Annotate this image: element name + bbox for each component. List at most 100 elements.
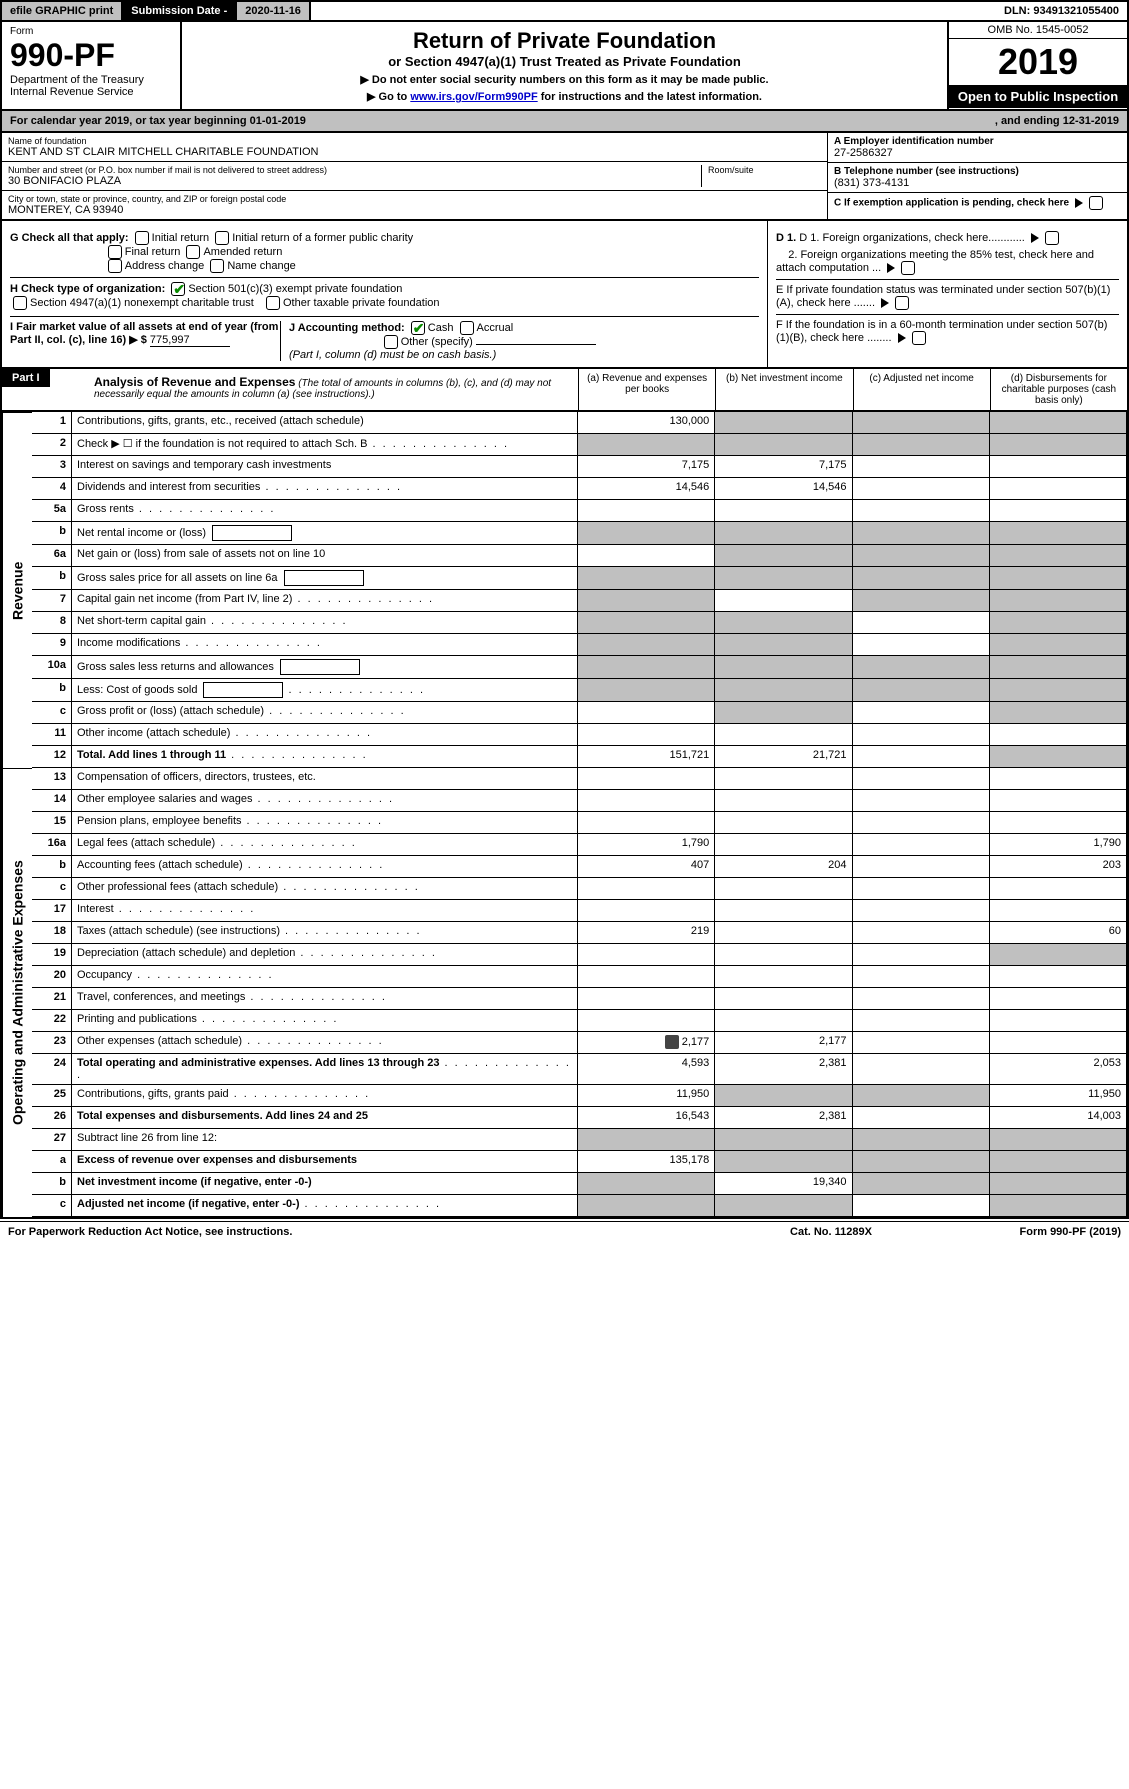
col-a xyxy=(578,878,715,900)
col-a: 1,790 xyxy=(578,834,715,856)
checkbox-other-method[interactable] xyxy=(384,335,398,349)
line-desc: Interest on savings and temporary cash i… xyxy=(72,456,578,478)
checkbox-f[interactable] xyxy=(912,331,926,345)
checkbox-4947[interactable] xyxy=(13,296,27,310)
arrow-icon xyxy=(1075,198,1083,208)
line-number: c xyxy=(32,878,72,900)
e-row: E If private foundation status was termi… xyxy=(776,279,1119,310)
line-desc: Gross profit or (loss) (attach schedule) xyxy=(72,702,578,724)
col-b xyxy=(715,1129,852,1151)
col-c xyxy=(853,478,990,500)
attachment-icon xyxy=(665,1035,679,1049)
checkbox-name[interactable] xyxy=(210,259,224,273)
checkbox-other-taxable[interactable] xyxy=(266,296,280,310)
line-desc: Compensation of officers, directors, tru… xyxy=(72,768,578,790)
line-desc: Less: Cost of goods sold xyxy=(72,679,578,702)
arrow-icon xyxy=(881,298,889,308)
line-desc: Net short-term capital gain xyxy=(72,612,578,634)
line-number: 22 xyxy=(32,1010,72,1032)
col-d xyxy=(990,966,1127,988)
checkbox-initial-former[interactable] xyxy=(215,231,229,245)
col-d xyxy=(990,790,1127,812)
col-b xyxy=(715,545,852,567)
line-desc: Contributions, gifts, grants, etc., rece… xyxy=(72,412,578,434)
line-number: 20 xyxy=(32,966,72,988)
col-c xyxy=(853,1195,990,1217)
line-number: 4 xyxy=(32,478,72,500)
col-b xyxy=(715,567,852,590)
col-a: 16,543 xyxy=(578,1107,715,1129)
checkbox-cash[interactable] xyxy=(411,321,425,335)
col-a xyxy=(578,944,715,966)
line-desc: Dividends and interest from securities xyxy=(72,478,578,500)
d1-row: D 1. D 1. Foreign organizations, check h… xyxy=(776,231,1119,245)
col-b xyxy=(715,1151,852,1173)
col-b: 2,177 xyxy=(715,1032,852,1054)
line-number: 6a xyxy=(32,545,72,567)
line-number: 26 xyxy=(32,1107,72,1129)
line-desc: Gross sales less returns and allowances xyxy=(72,656,578,679)
line-number: 16a xyxy=(32,834,72,856)
col-d: 11,950 xyxy=(990,1085,1127,1107)
line-desc: Total. Add lines 1 through 11 xyxy=(72,746,578,768)
col-d xyxy=(990,434,1127,456)
col-b xyxy=(715,922,852,944)
col-a: 11,950 xyxy=(578,1085,715,1107)
line-number: b xyxy=(32,1173,72,1195)
line-number: 3 xyxy=(32,456,72,478)
col-a xyxy=(578,434,715,456)
col-a: 219 xyxy=(578,922,715,944)
col-c xyxy=(853,634,990,656)
checkbox-e[interactable] xyxy=(895,296,909,310)
col-b: 19,340 xyxy=(715,1173,852,1195)
line-desc: Travel, conferences, and meetings xyxy=(72,988,578,1010)
col-b xyxy=(715,634,852,656)
col-b xyxy=(715,878,852,900)
col-d xyxy=(990,500,1127,522)
addr-label: Number and street (or P.O. box number if… xyxy=(8,165,701,175)
omb-number: OMB No. 1545-0052 xyxy=(949,22,1127,39)
form-link[interactable]: www.irs.gov/Form990PF xyxy=(410,91,537,103)
checkbox-501c3[interactable] xyxy=(171,282,185,296)
form-subtitle: or Section 4947(a)(1) Trust Treated as P… xyxy=(188,54,941,69)
line-desc: Total expenses and disbursements. Add li… xyxy=(72,1107,578,1129)
checkbox-initial[interactable] xyxy=(135,231,149,245)
checkbox-final[interactable] xyxy=(108,245,122,259)
line-desc: Interest xyxy=(72,900,578,922)
line-desc: Excess of revenue over expenses and disb… xyxy=(72,1151,578,1173)
line-number: 5a xyxy=(32,500,72,522)
checkbox-d1[interactable] xyxy=(1045,231,1059,245)
col-c xyxy=(853,1129,990,1151)
col-a xyxy=(578,768,715,790)
ein-value: 27-2586327 xyxy=(834,147,1121,159)
checkbox-amended[interactable] xyxy=(186,245,200,259)
g-row: G Check all that apply: Initial return I… xyxy=(10,231,759,273)
col-a: 130,000 xyxy=(578,412,715,434)
checkbox-accrual[interactable] xyxy=(460,321,474,335)
col-b xyxy=(715,656,852,679)
checkbox-address[interactable] xyxy=(108,259,122,273)
col-d: 1,790 xyxy=(990,834,1127,856)
col-d xyxy=(990,478,1127,500)
line-desc: Occupancy xyxy=(72,966,578,988)
col-b-header: (b) Net investment income xyxy=(715,369,852,410)
checkbox-d2[interactable] xyxy=(901,261,915,275)
col-a xyxy=(578,634,715,656)
form-number: 990-PF xyxy=(10,37,172,74)
col-c xyxy=(853,812,990,834)
part1-grid: Revenue1Contributions, gifts, grants, et… xyxy=(0,412,1129,1219)
fmv-value: 775,997 xyxy=(150,334,230,347)
expenses-side-label: Operating and Administrative Expenses xyxy=(2,768,32,1217)
col-a-header: (a) Revenue and expenses per books xyxy=(578,369,715,410)
line-number: 17 xyxy=(32,900,72,922)
col-b xyxy=(715,900,852,922)
col-c xyxy=(853,590,990,612)
col-d: 203 xyxy=(990,856,1127,878)
line-desc: Net gain or (loss) from sale of assets n… xyxy=(72,545,578,567)
col-d xyxy=(990,724,1127,746)
line-number: 14 xyxy=(32,790,72,812)
part1-header: Part I Analysis of Revenue and Expenses … xyxy=(0,369,1129,412)
col-c xyxy=(853,988,990,1010)
checkbox-c[interactable] xyxy=(1089,196,1103,210)
col-c xyxy=(853,702,990,724)
